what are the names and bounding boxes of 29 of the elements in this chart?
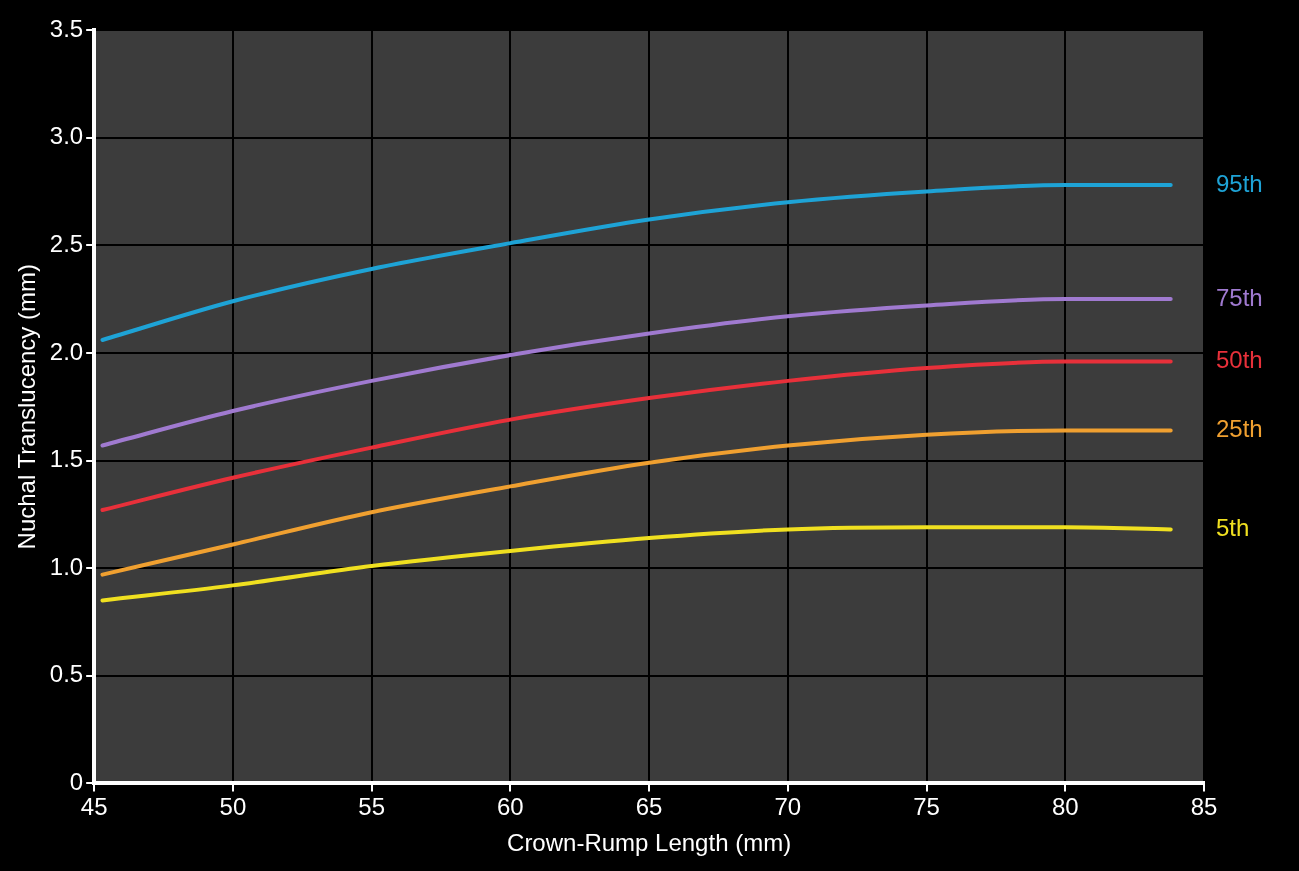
y-tick-label: 1.5 [49, 445, 84, 473]
x-tick-label: 60 [497, 793, 524, 821]
series-label: 75th [1216, 283, 1263, 311]
x-tick-label: 45 [80, 793, 108, 821]
x-tick-label: 75 [913, 793, 940, 821]
x-axis-title: Crown-Rump Length (mm) [507, 829, 792, 857]
y-tick-label: 0 [69, 768, 84, 796]
y-tick-label: 2.5 [49, 229, 84, 257]
y-tick-label: 0.5 [49, 660, 84, 688]
x-tick-label: 65 [635, 793, 663, 821]
line-series [100, 182, 1173, 342]
x-tick-label: 50 [219, 793, 247, 821]
x-tick-label: 80 [1051, 793, 1079, 821]
y-tick-label: 2.0 [49, 337, 84, 365]
x-tick-label: 85 [1190, 793, 1218, 821]
x-tick-label: 55 [358, 793, 385, 821]
series-label: 95th [1216, 169, 1263, 197]
line-series [100, 359, 1173, 513]
y-tick-label: 3.0 [49, 122, 84, 150]
line-series [100, 297, 1173, 448]
line-series [100, 525, 1173, 603]
series-label: 25th [1216, 415, 1263, 442]
series-label: 50th [1216, 346, 1263, 374]
series-label: 5th [1216, 514, 1250, 542]
y-axis-title: Nuchal Translucency (mm) [13, 263, 41, 550]
line-series [100, 428, 1173, 577]
y-tick-label: 1.0 [49, 552, 84, 580]
x-tick-label: 70 [774, 793, 802, 821]
y-tick-label: 3.5 [49, 14, 84, 42]
